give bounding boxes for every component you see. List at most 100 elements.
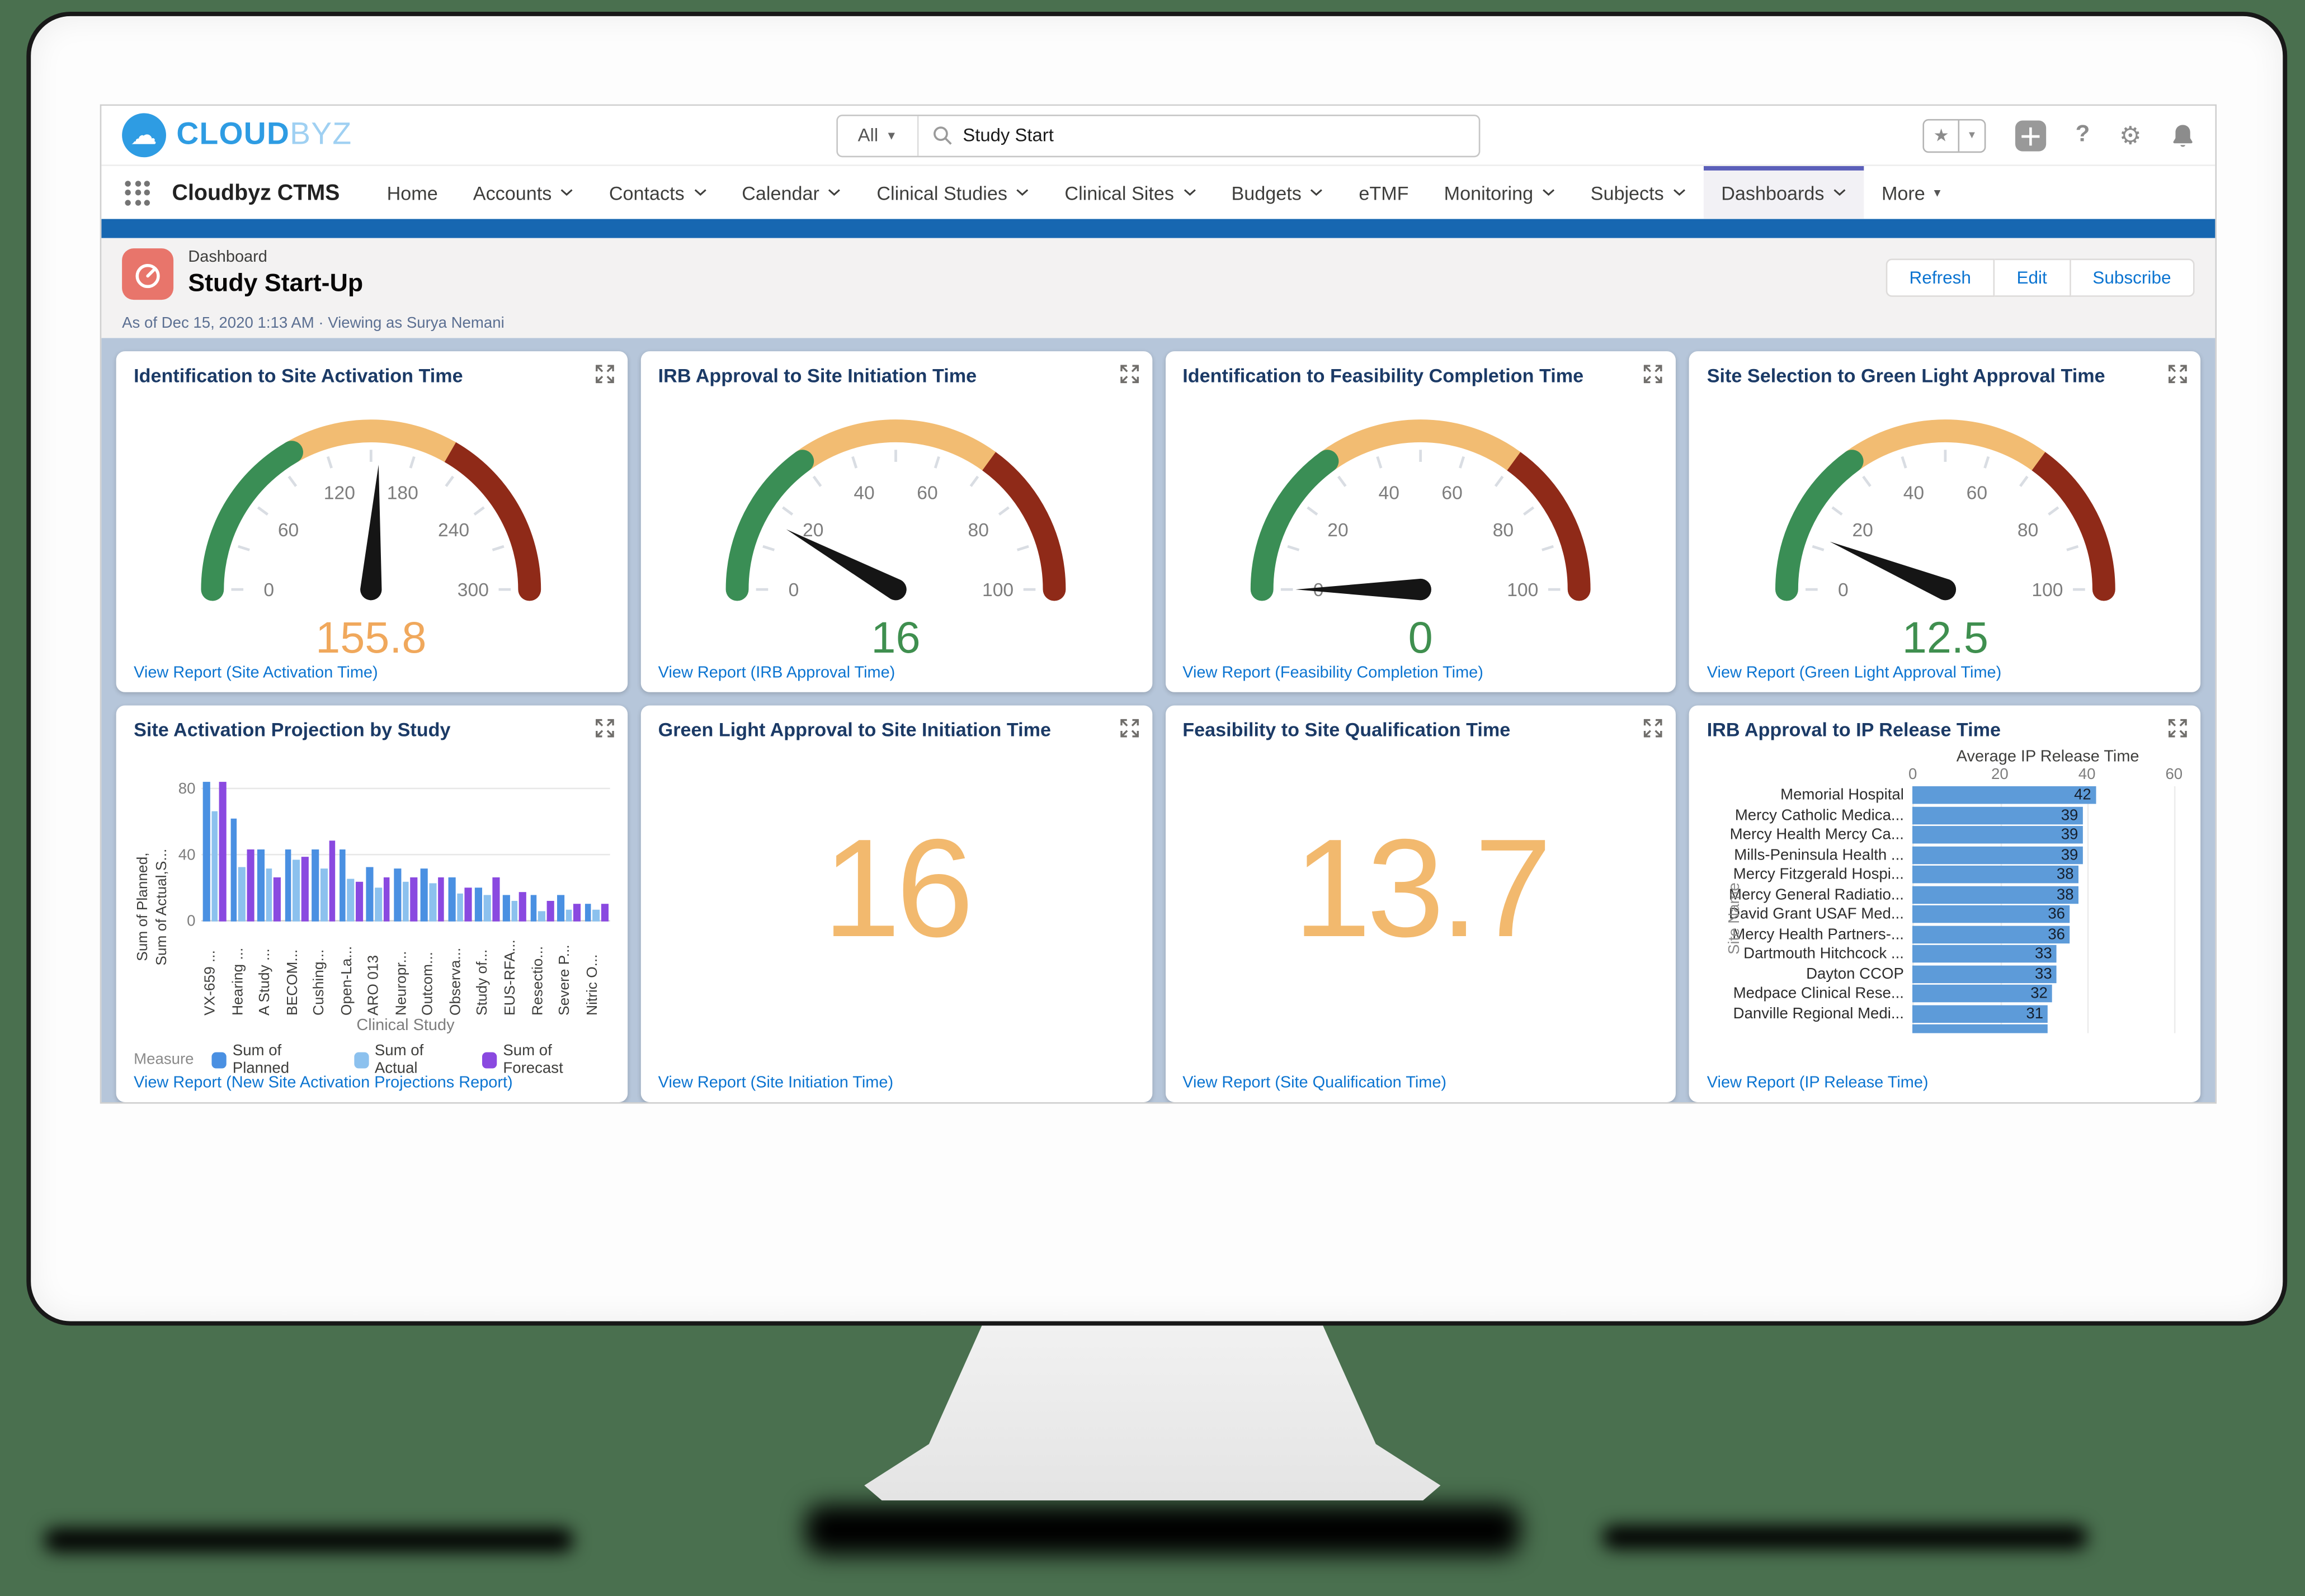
bar-sum-of-planned [475, 887, 483, 922]
bar-sum-of-forecast [247, 848, 254, 922]
expand-icon[interactable] [1644, 365, 1663, 391]
bar-value-label: 39 [2061, 826, 2078, 844]
star-icon[interactable]: ★ [1925, 120, 1960, 151]
site-name-label: Mercy Health Mercy Ca... [1729, 826, 1904, 844]
bar-value-label: 33 [2034, 965, 2052, 983]
value-bar: 39 [1912, 846, 2083, 864]
expand-icon[interactable] [1119, 719, 1138, 745]
tab-contacts[interactable]: Contacts [591, 166, 724, 219]
value-bar [1912, 1024, 2048, 1034]
bar-group-nitric-o [585, 781, 609, 922]
bar-sum-of-forecast [219, 782, 227, 922]
bar-sum-of-planned [585, 903, 592, 922]
bar-group-outcom [421, 781, 445, 922]
tab-home[interactable]: Home [369, 166, 455, 219]
favorites-button[interactable]: ★ ▼ [1923, 118, 1986, 152]
tab-more[interactable]: More ▾ [1864, 166, 1958, 219]
tab-label: Dashboards [1721, 181, 1825, 204]
horizontal-bar-chart: Average IP Release Time 0 20 40 60 Memorial… [1707, 748, 2183, 1034]
svg-text:100: 100 [1507, 580, 1538, 601]
expand-icon[interactable] [2168, 365, 2187, 391]
view-report-link[interactable]: View Report (Feasibility Completion Time… [1182, 664, 1483, 682]
x-axis-ticks: 0 20 40 60 [1908, 766, 2183, 787]
expand-icon[interactable] [595, 719, 614, 745]
tab-calendar[interactable]: Calendar [724, 166, 859, 219]
monitor-shadow [805, 1505, 1520, 1555]
tab-etmf[interactable]: eTMF [1341, 166, 1426, 219]
bar-sum-of-planned [530, 895, 537, 922]
bar-group-observa [448, 781, 472, 922]
bar-sum-of-actual [592, 910, 600, 922]
x-tick-label: Study of... [475, 950, 492, 1016]
tab-subjects[interactable]: Subjects [1573, 166, 1704, 219]
tab-budgets[interactable]: Budgets [1214, 166, 1341, 219]
view-report-link[interactable]: View Report (IP Release Time) [1707, 1074, 1929, 1092]
value-bar: 38 [1912, 866, 2078, 884]
bar-row [1724, 1024, 2183, 1034]
view-report-link[interactable]: View Report (IRB Approval Time) [658, 664, 895, 682]
bar-value-label: 38 [2056, 886, 2074, 904]
chevron-down-icon [1672, 188, 1686, 197]
expand-icon[interactable] [1644, 719, 1663, 745]
cloud-logo-icon: ☁ [122, 113, 166, 158]
chevron-down-icon [1016, 188, 1030, 197]
record-type-label: Dashboard [188, 248, 267, 266]
bar-sum-of-planned [312, 848, 319, 922]
subscribe-button[interactable]: Subscribe [2070, 258, 2195, 297]
view-report-link[interactable]: View Report (Site Qualification Time) [1182, 1074, 1447, 1092]
expand-icon[interactable] [595, 365, 614, 391]
view-report-link[interactable]: View Report (Site Initiation Time) [658, 1074, 894, 1092]
svg-text:80: 80 [968, 520, 989, 541]
bar-sum-of-actual [320, 868, 327, 922]
x-tick-label: Observa... [448, 948, 465, 1016]
bar-group-hearing [230, 781, 254, 922]
chevron-down-icon [1833, 188, 1846, 197]
card-feasibility-to-qualification-metric: Feasibility to Site Qualification Time 1… [1165, 705, 1676, 1102]
svg-text:180: 180 [388, 483, 419, 504]
app-launcher-icon[interactable] [125, 180, 150, 205]
chevron-down-icon [828, 188, 842, 197]
expand-icon[interactable] [2168, 719, 2187, 745]
add-button[interactable]: ＋ [2015, 120, 2047, 152]
tab-dashboards[interactable]: Dashboards [1703, 166, 1864, 219]
monitor-stand [864, 1312, 1441, 1501]
tab-clinical-sites[interactable]: Clinical Sites [1047, 166, 1214, 219]
metric-value: 13.7 [1293, 810, 1552, 967]
edit-button[interactable]: Edit [1995, 258, 2071, 297]
gauge-chart: 0 60 120 180 240 300 155.8 [134, 388, 610, 663]
tab-label: Clinical Sites [1064, 181, 1174, 204]
bar-sum-of-planned [339, 848, 346, 922]
svg-text:0: 0 [1837, 580, 1848, 601]
bar-value-label: 38 [2056, 866, 2074, 884]
search-input-value[interactable]: Study Start [963, 125, 1054, 146]
bar-group-aro-013 [366, 781, 390, 922]
svg-text:155.8: 155.8 [316, 613, 427, 663]
bar-row: Memorial Hospital 42 [1724, 786, 2183, 805]
nav-tabs: Home Accounts Contacts Calendar Clinical Stu… [369, 166, 1958, 219]
bar-sum-of-forecast [410, 877, 418, 922]
card-title: Green Light Approval to Site Initiation … [658, 719, 1052, 741]
bar-sum-of-planned [202, 782, 210, 922]
help-icon[interactable]: ? [2075, 122, 2090, 147]
tab-clinical-studies[interactable]: Clinical Studies [859, 166, 1047, 219]
global-search[interactable]: All ▼ Study Start [836, 114, 1481, 157]
tab-label: Contacts [609, 181, 685, 204]
bar-sum-of-actual [293, 860, 300, 922]
refresh-button[interactable]: Refresh [1886, 258, 1995, 297]
tab-monitoring[interactable]: Monitoring [1426, 166, 1573, 219]
chevron-down-icon[interactable]: ▼ [1967, 130, 1977, 140]
search-scope-selector[interactable]: All ▼ [838, 115, 919, 155]
view-report-link[interactable]: View Report (Site Activation Time) [134, 664, 378, 682]
bell-icon[interactable] [2171, 122, 2195, 148]
bar-sum-of-planned [257, 848, 265, 922]
bar-value-label: 36 [2048, 905, 2066, 924]
site-name-label: Mercy General Radiatio... [1729, 886, 1904, 904]
tab-label: Subjects [1590, 181, 1664, 204]
bar-group-a-study [257, 781, 281, 922]
tab-accounts[interactable]: Accounts [455, 166, 591, 219]
view-report-link[interactable]: View Report (New Site Activation Project… [134, 1074, 513, 1092]
view-report-link[interactable]: View Report (Green Light Approval Time) [1707, 664, 2002, 682]
expand-icon[interactable] [1119, 365, 1138, 391]
bar-group-vx-659 [202, 781, 227, 922]
gear-icon[interactable]: ⚙ [2119, 121, 2142, 149]
